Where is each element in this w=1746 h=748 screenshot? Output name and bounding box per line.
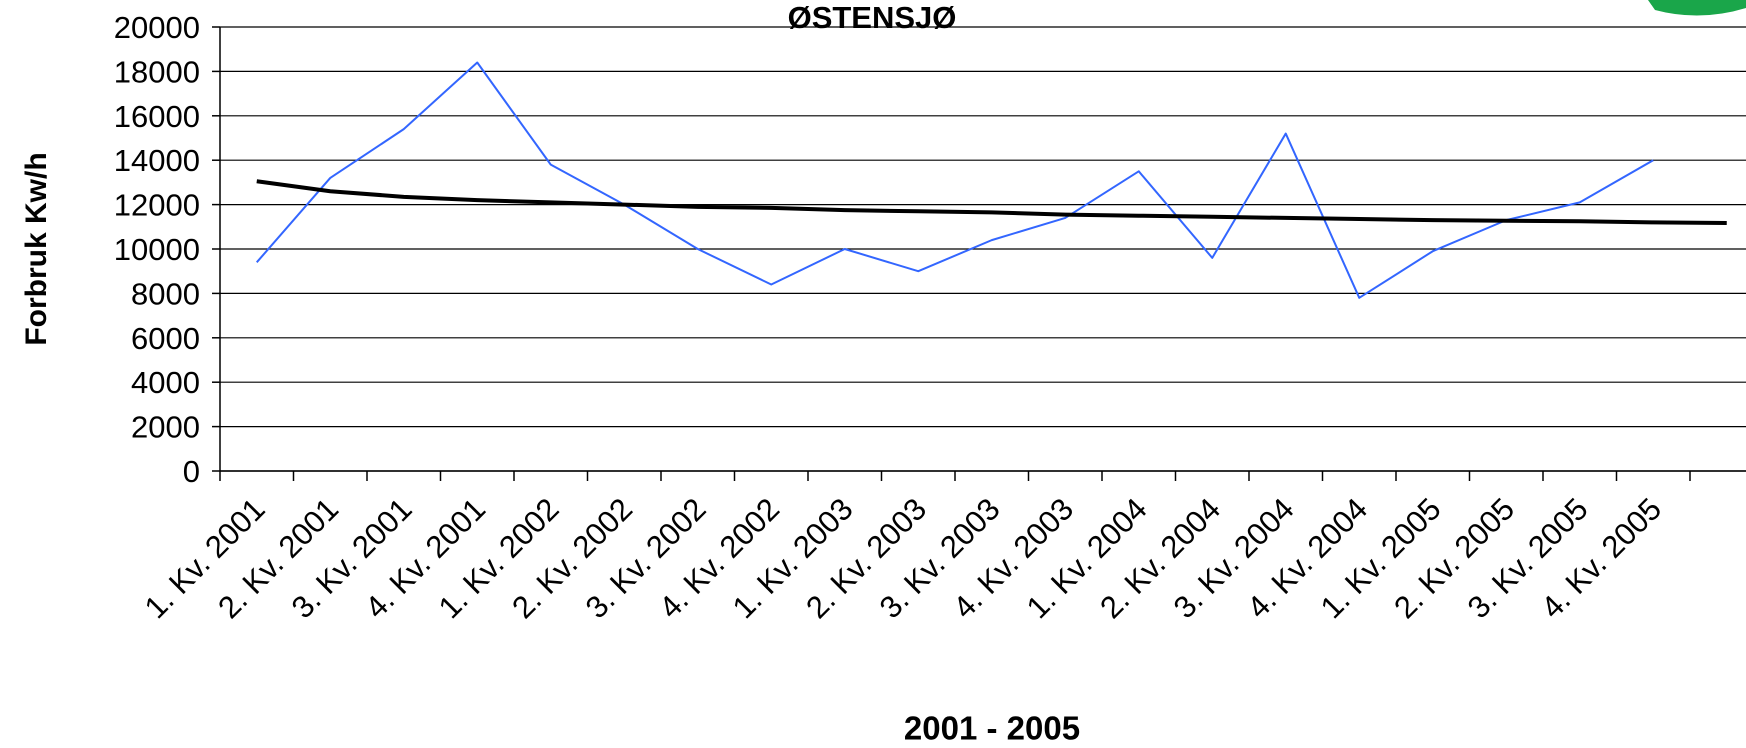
x-axis-label: 2001 - 2005 — [904, 710, 1080, 747]
y-tick-label: 6000 — [131, 321, 200, 356]
y-tick-label: 18000 — [114, 54, 200, 89]
y-tick-label: 10000 — [114, 232, 200, 267]
y-tick-label: 14000 — [114, 143, 200, 178]
y-tick-label: 20000 — [114, 10, 200, 45]
y-tick-label: 4000 — [131, 365, 200, 400]
y-tick-label: 16000 — [114, 99, 200, 134]
chart-title: ØSTENSJØ — [788, 0, 957, 35]
y-axis-label: Forbruk Kw/h — [20, 152, 53, 345]
y-tick-label: 12000 — [114, 188, 200, 223]
logo — [1648, 0, 1746, 16]
y-tick-label: 0 — [183, 454, 200, 489]
series-line — [255, 61, 1654, 299]
y-tick-label: 8000 — [131, 276, 200, 311]
series-line — [256, 179, 1727, 226]
y-tick-label: 2000 — [131, 410, 200, 445]
